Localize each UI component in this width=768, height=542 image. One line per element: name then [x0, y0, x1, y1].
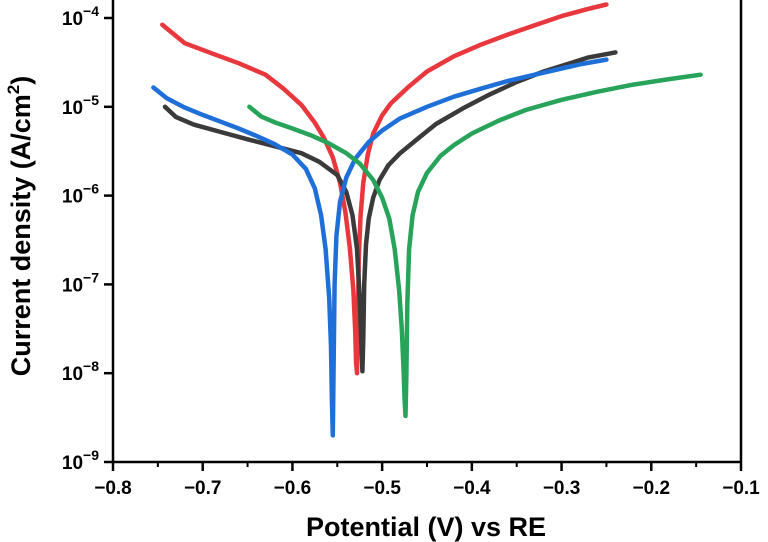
x-tick-label: −0.5: [363, 478, 401, 499]
y-tick-label: 10−6: [62, 181, 99, 208]
ticks-layer: −0.8 −0.7 −0.6 −0.5 −0.4 −0.3 −0.2 −0.1 10−4 10−5…: [62, 3, 760, 499]
y-tick-label: 10−8: [62, 358, 99, 385]
x-tick-label: −0.4: [453, 478, 491, 499]
series-line-black: [162, 50, 618, 374]
y-axis-title-close: ): [6, 76, 36, 85]
x-tick-label: −0.8: [94, 478, 132, 499]
x-tick-label: −0.2: [633, 478, 671, 499]
y-axis-title-main: Current density (A/cm: [6, 94, 36, 376]
y-axis-title-superscript: 2: [4, 85, 23, 94]
x-tick-label: −0.3: [543, 478, 581, 499]
series-layer: [151, 2, 703, 438]
x-tick-label: −0.6: [274, 478, 312, 499]
x-axis-title: Potential (V) vs RE: [306, 512, 546, 542]
series-line-blue: [151, 57, 609, 438]
y-tick-label: 10−5: [62, 92, 99, 119]
x-tick-label: −0.1: [722, 478, 760, 499]
series-line-red: [160, 2, 609, 376]
series-line-green: [247, 72, 703, 419]
y-tick-label: 10−9: [62, 447, 99, 474]
x-tick-label: −0.7: [184, 478, 222, 499]
y-tick-label: 10−7: [62, 269, 99, 296]
y-axis-title: Current density (A/cm2): [4, 76, 36, 377]
y-tick-label: 10−4: [62, 3, 99, 30]
